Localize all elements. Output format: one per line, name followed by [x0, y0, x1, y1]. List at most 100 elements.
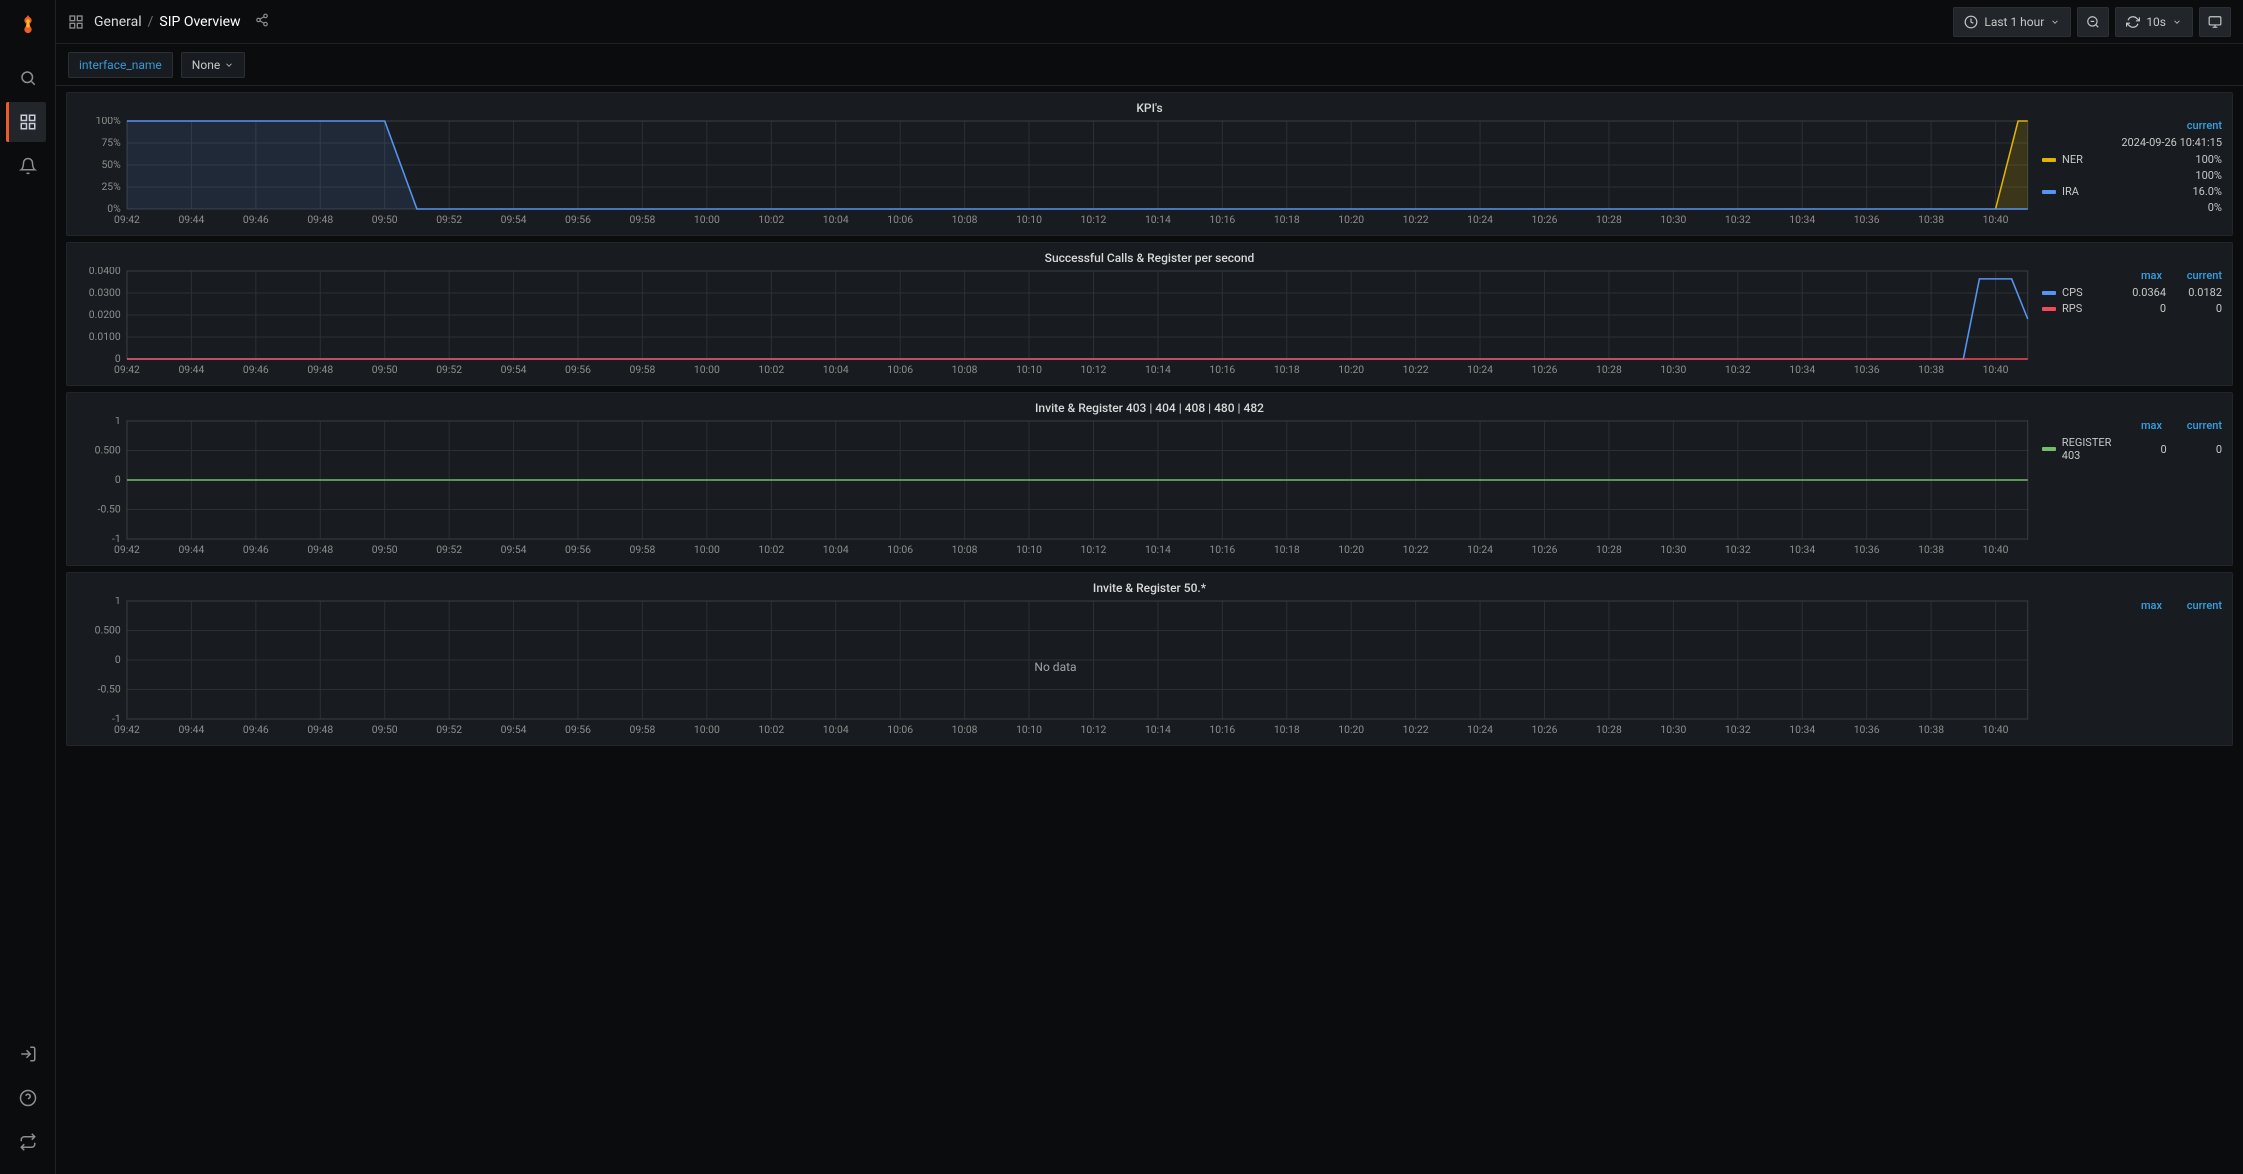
search-icon[interactable] — [8, 58, 48, 98]
svg-text:10:12: 10:12 — [1081, 365, 1107, 376]
topbar: General / SIP Overview Last 1 hour — [56, 0, 2243, 44]
svg-text:0: 0 — [115, 475, 121, 486]
svg-text:10:24: 10:24 — [1467, 545, 1493, 556]
svg-text:09:54: 09:54 — [501, 725, 527, 736]
svg-text:10:04: 10:04 — [823, 215, 849, 226]
svg-text:10:04: 10:04 — [823, 365, 849, 376]
svg-text:-1: -1 — [112, 714, 121, 725]
svg-text:10:10: 10:10 — [1016, 215, 1042, 226]
svg-text:10:26: 10:26 — [1532, 725, 1558, 736]
svg-text:09:50: 09:50 — [372, 365, 398, 376]
svg-text:0.500: 0.500 — [95, 626, 121, 637]
panel-title: Successful Calls & Register per second — [77, 251, 2222, 265]
svg-text:09:42: 09:42 — [114, 545, 140, 556]
legend-swatch — [2042, 158, 2056, 162]
legend-row[interactable]: IRA16.0% — [2042, 185, 2222, 198]
chart[interactable]: 0%25%50%75%100%09:4209:4409:4609:4809:50… — [77, 117, 2034, 227]
tv-mode-button[interactable] — [2199, 7, 2231, 37]
timerange-picker[interactable]: Last 1 hour — [1953, 7, 2071, 37]
svg-text:10:40: 10:40 — [1983, 545, 2009, 556]
legend: maxcurrentREGISTER 40300 — [2042, 417, 2222, 557]
legend-series-name: IRA — [2062, 185, 2166, 198]
sidebar — [0, 0, 56, 1174]
chevron-down-icon — [224, 60, 234, 70]
svg-text:10:08: 10:08 — [952, 725, 978, 736]
svg-text:09:56: 09:56 — [565, 545, 591, 556]
refresh-interval-label: 10s — [2146, 15, 2166, 29]
svg-text:-0.50: -0.50 — [98, 505, 121, 516]
panel-invite_50x: Invite & Register 50.* -1-0.5000.500109:4… — [66, 572, 2233, 746]
svg-text:10:18: 10:18 — [1274, 365, 1300, 376]
variable-select-interface-name[interactable]: None — [181, 52, 245, 78]
svg-text:09:44: 09:44 — [178, 215, 204, 226]
svg-text:10:32: 10:32 — [1725, 365, 1751, 376]
svg-text:10:34: 10:34 — [1789, 365, 1815, 376]
svg-text:10:30: 10:30 — [1660, 365, 1686, 376]
legend-row[interactable]: NER 100% — [2042, 153, 2222, 166]
svg-text:0.500: 0.500 — [95, 446, 121, 457]
svg-text:25%: 25% — [101, 182, 121, 193]
alerting-icon[interactable] — [8, 146, 48, 186]
refresh-button[interactable]: 10s — [2115, 7, 2193, 37]
svg-text:10:04: 10:04 — [823, 545, 849, 556]
page-title[interactable]: SIP Overview — [159, 14, 240, 30]
svg-text:10:26: 10:26 — [1532, 365, 1558, 376]
svg-text:10:16: 10:16 — [1209, 365, 1235, 376]
signin-icon[interactable] — [8, 1034, 48, 1074]
svg-text:10:34: 10:34 — [1789, 545, 1815, 556]
panels-container: KPI's0%25%50%75%100%09:4209:4409:4609:48… — [56, 86, 2243, 1174]
legend: maxcurrent — [2042, 597, 2222, 737]
svg-text:10:08: 10:08 — [952, 365, 978, 376]
svg-text:100%: 100% — [96, 117, 122, 127]
legend-series-name: NER — [2062, 153, 2166, 166]
svg-text:10:24: 10:24 — [1467, 725, 1493, 736]
legend-row-extra: 0% — [2042, 201, 2222, 214]
variable-label-interface-name: interface_name — [68, 52, 173, 78]
timerange-label: Last 1 hour — [1984, 15, 2044, 29]
svg-text:10:12: 10:12 — [1081, 545, 1107, 556]
panel-title: Invite & Register 50.* — [77, 581, 2222, 595]
panel-title: KPI's — [77, 101, 2222, 115]
svg-text:10:14: 10:14 — [1145, 365, 1171, 376]
chart[interactable]: -1-0.5000.500109:4209:4409:4609:4809:500… — [77, 597, 2034, 737]
svg-text:09:56: 09:56 — [565, 365, 591, 376]
panel-invite_4xx: Invite & Register 403 | 404 | 408 | 480 … — [66, 392, 2233, 566]
legend-row[interactable]: RPS00 — [2042, 302, 2222, 315]
svg-text:10:40: 10:40 — [1983, 215, 2009, 226]
svg-text:10:34: 10:34 — [1789, 215, 1815, 226]
swap-icon[interactable] — [8, 1122, 48, 1162]
variable-value: None — [192, 58, 220, 72]
dashboards-icon[interactable] — [6, 102, 46, 142]
svg-text:10:02: 10:02 — [758, 725, 784, 736]
svg-text:10:18: 10:18 — [1274, 725, 1300, 736]
grafana-logo[interactable] — [14, 10, 42, 38]
legend-value-extra: 100% — [2172, 169, 2222, 182]
share-icon[interactable] — [255, 13, 269, 30]
legend-series-name: REGISTER 403 — [2062, 436, 2112, 462]
chart[interactable]: 00.01000.02000.03000.040009:4209:4409:46… — [77, 267, 2034, 377]
svg-text:10:28: 10:28 — [1596, 365, 1622, 376]
help-icon[interactable] — [8, 1078, 48, 1118]
legend-value-current: 100% — [2172, 153, 2222, 166]
svg-text:10:38: 10:38 — [1918, 725, 1944, 736]
svg-text:09:46: 09:46 — [243, 725, 269, 736]
svg-text:09:54: 09:54 — [501, 545, 527, 556]
chart[interactable]: -1-0.5000.500109:4209:4409:4609:4809:500… — [77, 417, 2034, 557]
svg-text:10:40: 10:40 — [1983, 365, 2009, 376]
svg-text:0%: 0% — [107, 204, 121, 215]
legend-col-current: current — [2172, 419, 2222, 432]
svg-text:10:26: 10:26 — [1532, 545, 1558, 556]
legend-value-max: 0 — [2116, 302, 2166, 315]
svg-text:10:38: 10:38 — [1918, 215, 1944, 226]
breadcrumb-folder[interactable]: General — [94, 14, 142, 30]
legend-row[interactable]: REGISTER 40300 — [2042, 436, 2222, 462]
svg-text:09:42: 09:42 — [114, 725, 140, 736]
svg-text:09:58: 09:58 — [629, 365, 655, 376]
svg-text:09:48: 09:48 — [307, 545, 333, 556]
svg-text:10:32: 10:32 — [1725, 725, 1751, 736]
svg-text:10:06: 10:06 — [887, 215, 913, 226]
legend-row[interactable]: CPS0.03640.0182 — [2042, 286, 2222, 299]
zoom-out-button[interactable] — [2077, 7, 2109, 37]
svg-text:10:24: 10:24 — [1467, 215, 1493, 226]
svg-text:10:04: 10:04 — [823, 725, 849, 736]
